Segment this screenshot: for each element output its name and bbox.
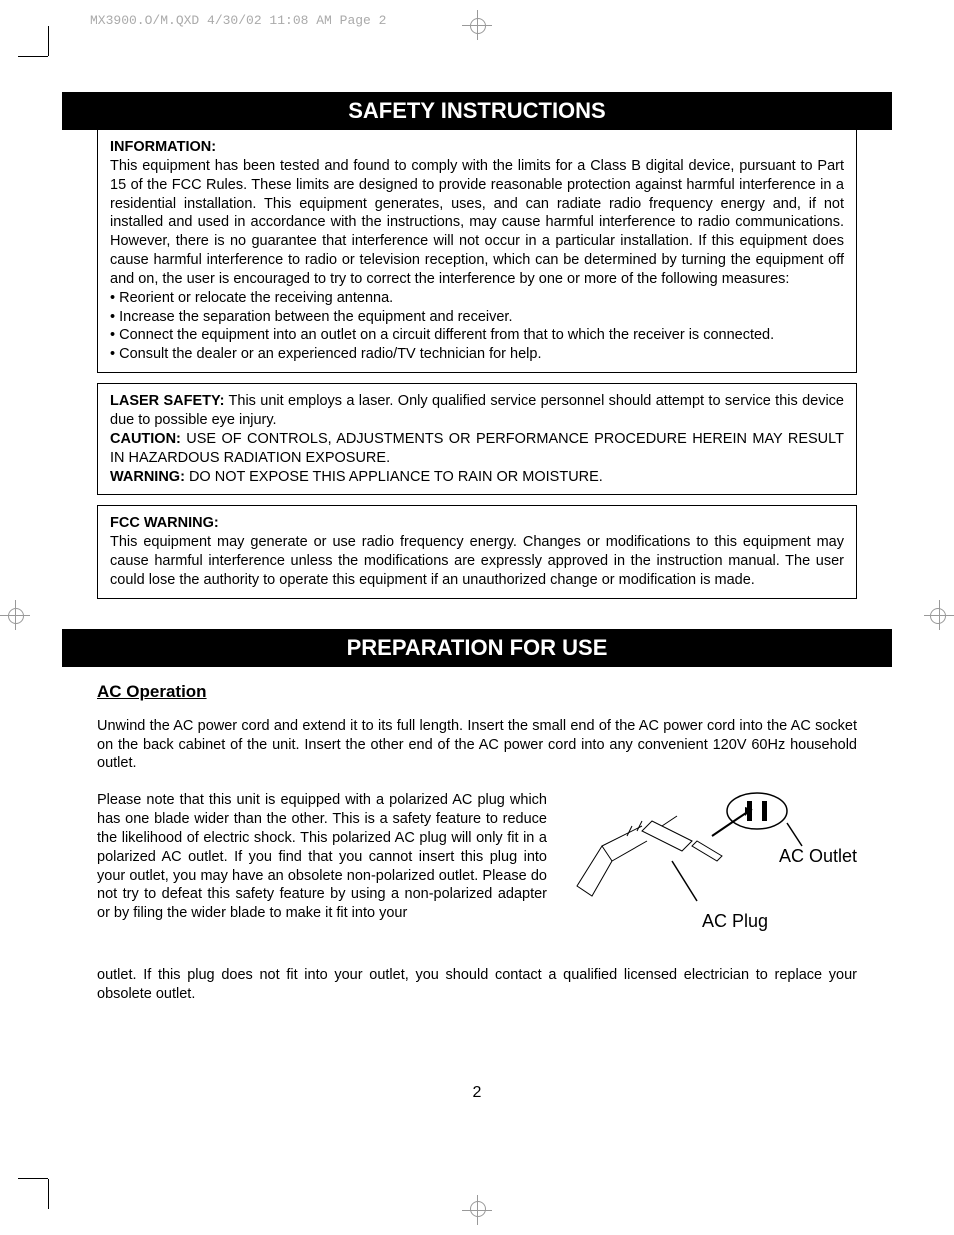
trim-mark: [48, 26, 49, 56]
information-box: INFORMATION: This equipment has been tes…: [97, 130, 857, 373]
bullet-item: Increase the separation between the equi…: [110, 308, 844, 327]
bullet-item: Consult the dealer or an experienced rad…: [110, 345, 844, 364]
trim-mark: [18, 1178, 48, 1179]
crop-circle-bottom: [470, 1201, 486, 1217]
warning-text: DO NOT EXPOSE THIS APPLIANCE TO RAIN OR …: [185, 469, 603, 485]
laser-safety-box: LASER SAFETY: This unit employs a laser.…: [97, 383, 857, 495]
section-title-preparation: PREPARATION FOR USE: [62, 629, 892, 667]
ac-para3: outlet. If this plug does not fit into y…: [97, 966, 857, 1004]
info-bullets: Reorient or relocate the receiving anten…: [110, 289, 844, 364]
fcc-text: This equipment may generate or use radio…: [110, 533, 844, 590]
bullet-item: Reorient or relocate the receiving anten…: [110, 289, 844, 308]
info-heading: INFORMATION:: [110, 139, 216, 155]
ac-plug-diagram: [557, 791, 857, 961]
fcc-warning-box: FCC WARNING: This equipment may generate…: [97, 505, 857, 598]
file-header: MX3900.O/M.QXD 4/30/02 11:08 AM Page 2: [90, 13, 386, 28]
ac-para2: Please note that this unit is equipped w…: [97, 791, 547, 966]
page-number: 2: [62, 1084, 892, 1102]
crop-circle-top: [470, 18, 486, 34]
fcc-heading: FCC WARNING:: [110, 514, 844, 533]
trim-mark: [18, 56, 48, 57]
section-title-safety: SAFETY INSTRUCTIONS: [62, 92, 892, 130]
trim-mark: [48, 1179, 49, 1209]
info-paragraph: This equipment has been tested and found…: [110, 157, 844, 289]
warning-label: WARNING:: [110, 469, 185, 485]
crop-circle-left: [8, 608, 24, 624]
ac-operation-heading: AC Operation: [97, 682, 857, 702]
plug-label: AC Plug: [702, 911, 768, 932]
ac-para1: Unwind the AC power cord and extend it t…: [97, 717, 857, 774]
caution-label: CAUTION:: [110, 431, 181, 447]
bullet-item: Connect the equipment into an outlet on …: [110, 326, 844, 345]
laser-label: LASER SAFETY:: [110, 393, 224, 409]
outlet-label: AC Outlet: [779, 846, 857, 867]
two-column-layout: Please note that this unit is equipped w…: [97, 791, 857, 966]
ac-illustration: AC Outlet AC Plug: [557, 791, 857, 966]
page-content: SAFETY INSTRUCTIONS INFORMATION: This eq…: [62, 92, 892, 1102]
caution-text: USE OF CONTROLS, ADJUSTMENTS OR PERFORMA…: [110, 431, 844, 466]
crop-circle-right: [930, 608, 946, 624]
section-preparation: PREPARATION FOR USE AC Operation Unwind …: [62, 629, 892, 1004]
